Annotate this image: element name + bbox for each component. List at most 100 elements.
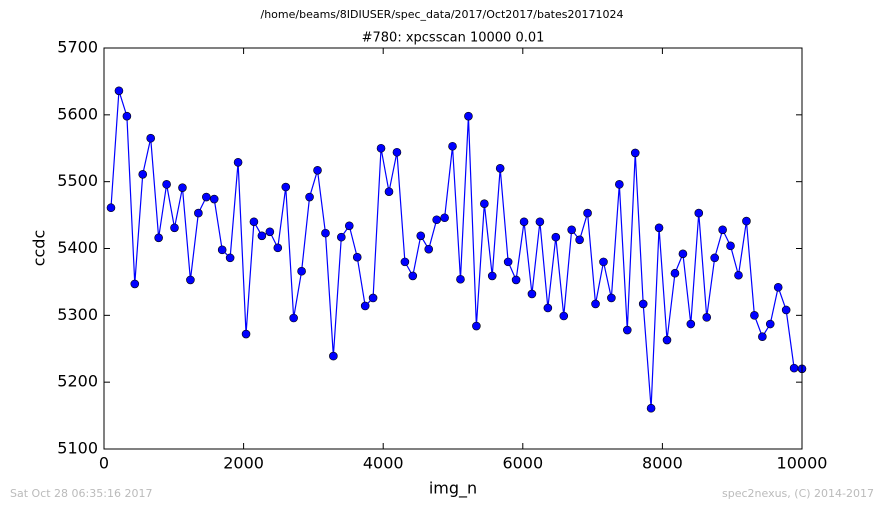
data-point — [495, 164, 505, 173]
data-point — [122, 111, 132, 121]
data-point — [726, 241, 735, 251]
data-point — [503, 257, 513, 267]
data-point — [464, 111, 473, 121]
x-tick-label: 0 — [99, 454, 109, 473]
y-tick-label: 5200 — [57, 372, 98, 391]
data-point — [472, 321, 481, 331]
x-tick-label: 4000 — [363, 454, 404, 473]
data-point — [297, 266, 306, 276]
y-tick-label: 5100 — [57, 439, 98, 458]
data-point — [329, 351, 338, 361]
plot-frame — [103, 47, 803, 450]
data-point — [424, 244, 434, 254]
data-point — [313, 166, 322, 175]
data-point — [607, 293, 616, 303]
data-point — [344, 221, 354, 231]
data-point — [352, 252, 362, 262]
data-point — [408, 271, 418, 281]
data-point — [241, 329, 251, 339]
data-point — [535, 217, 545, 227]
data-point — [170, 223, 179, 233]
data-point — [154, 233, 163, 243]
data-point — [511, 275, 521, 285]
data-point — [487, 271, 497, 281]
data-point — [178, 183, 187, 192]
y-tick-label: 5500 — [57, 171, 98, 190]
data-point — [273, 243, 283, 253]
data-point — [456, 274, 465, 284]
data-point — [718, 225, 727, 235]
data-point — [765, 319, 775, 329]
data-point — [622, 325, 632, 335]
data-point — [750, 311, 759, 320]
data-point — [694, 208, 704, 218]
data-point — [416, 231, 426, 241]
data-point — [130, 279, 140, 289]
data-point — [186, 275, 195, 285]
data-point — [337, 232, 346, 242]
data-point — [646, 403, 656, 413]
data-point — [249, 217, 259, 227]
data-point — [591, 299, 600, 309]
data-point — [710, 253, 719, 263]
data-point — [654, 223, 664, 233]
x-tick-label: 6000 — [502, 454, 543, 473]
data-point — [281, 182, 291, 192]
data-point — [567, 225, 576, 235]
data-point — [162, 180, 171, 189]
data-point — [758, 332, 767, 342]
data-point — [678, 249, 688, 259]
data-point — [670, 268, 680, 278]
x-tick-label: 2000 — [223, 454, 264, 473]
y-tick-label: 5400 — [57, 238, 98, 257]
data-point — [686, 319, 696, 329]
data-point — [265, 227, 275, 237]
data-point — [305, 192, 314, 202]
data-point — [432, 215, 441, 225]
x-tick-label: 10000 — [777, 454, 828, 473]
footer-right: spec2nexus, (C) 2014-2017 — [722, 487, 874, 500]
footer-left: Sat Oct 28 06:35:16 2017 — [10, 487, 152, 500]
data-point — [106, 203, 116, 213]
data-line — [110, 90, 803, 409]
data-point — [448, 141, 457, 151]
data-point — [638, 299, 648, 309]
data-point — [194, 208, 203, 218]
data-point — [599, 257, 608, 267]
data-point — [400, 257, 410, 267]
data-point — [575, 235, 584, 245]
data-point — [519, 217, 529, 227]
data-point — [630, 148, 640, 158]
data-point — [321, 228, 330, 238]
data-point — [734, 270, 743, 280]
data-point — [289, 313, 298, 323]
x-tick-label: 8000 — [642, 454, 683, 473]
data-point — [138, 170, 148, 179]
data-point — [209, 194, 219, 204]
suptitle: /home/beams/8IDIUSER/spec_data/2017/Oct2… — [261, 8, 624, 21]
y-axis-label: ccdc — [30, 230, 49, 267]
data-point — [480, 199, 489, 209]
data-point — [702, 313, 712, 322]
data-point — [615, 180, 624, 189]
data-point — [662, 335, 672, 345]
data-point — [202, 192, 211, 202]
data-point — [368, 293, 378, 303]
data-point — [257, 231, 267, 241]
y-tick-label: 5600 — [57, 104, 98, 123]
data-point — [217, 245, 227, 255]
data-point — [789, 363, 799, 373]
data-point — [773, 282, 783, 292]
data-point — [384, 187, 394, 196]
data-point — [742, 216, 751, 226]
data-point — [233, 157, 243, 167]
y-tick-label: 5700 — [57, 38, 98, 57]
y-tick-label: 5300 — [57, 305, 98, 324]
data-point — [114, 86, 124, 96]
data-point — [440, 213, 449, 223]
data-point — [583, 208, 592, 218]
chart-title: #780: xpcsscan 10000 0.01 — [362, 31, 545, 46]
data-point — [146, 133, 155, 143]
